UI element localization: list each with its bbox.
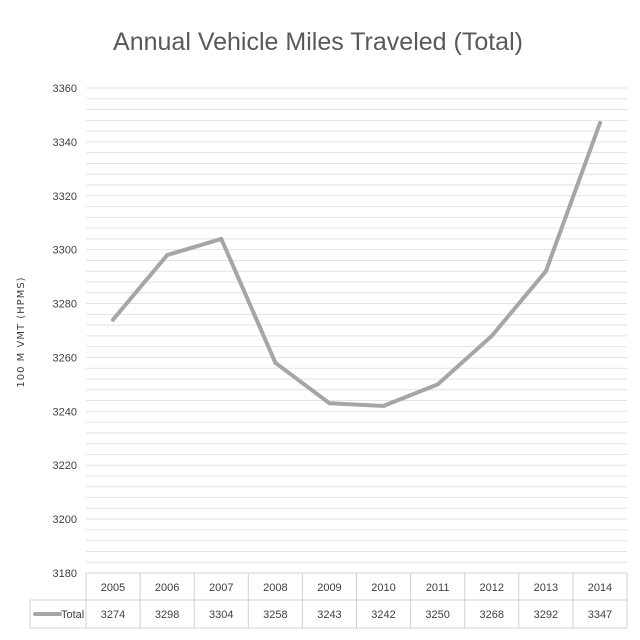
x-tick-label: 2009 — [317, 582, 341, 594]
x-tick-label: 2012 — [480, 582, 504, 594]
y-tick-label: 3340 — [53, 137, 77, 149]
y-tick-label: 3260 — [53, 352, 77, 364]
table-cell-value: 3298 — [155, 609, 179, 621]
data-point — [543, 269, 548, 274]
series-line-total — [111, 121, 602, 408]
x-tick-label: 2006 — [155, 582, 179, 594]
y-tick-label: 3240 — [53, 406, 77, 418]
table-cell-value: 3347 — [588, 609, 612, 621]
gridlines — [86, 87, 627, 563]
x-tick-label: 2007 — [209, 582, 233, 594]
y-tick-label: 3220 — [53, 460, 77, 472]
y-tick-label: 3180 — [53, 568, 77, 580]
x-tick-label: 2010 — [371, 582, 395, 594]
table-cell-value: 3292 — [534, 609, 558, 621]
data-point — [489, 333, 494, 338]
data-point — [327, 401, 332, 406]
x-tick-label: 2013 — [534, 582, 558, 594]
data-table: 2005 2006 2007 2008 2009 2010 2011 2012 2013 2014… — [29, 572, 628, 629]
x-tick-label: 2005 — [101, 582, 125, 594]
data-point — [435, 382, 440, 387]
data-point — [273, 360, 278, 365]
y-tick-label: 3360 — [53, 83, 77, 95]
x-tick-label: 2011 — [426, 582, 450, 594]
table-cell-value: 3242 — [371, 609, 395, 621]
chart-title: Annual Vehicle Miles Traveled (Total) — [113, 28, 523, 56]
y-tick-label: 3300 — [53, 245, 77, 257]
legend-label: Total — [61, 609, 84, 621]
data-point — [111, 317, 116, 322]
data-point — [219, 236, 224, 241]
y-tick-label: 3320 — [53, 191, 77, 203]
x-tick-label: 2014 — [588, 582, 612, 594]
x-tick-label: 2008 — [263, 582, 287, 594]
table-cell-value: 3304 — [209, 609, 233, 621]
table-cell-value: 3268 — [480, 609, 504, 621]
data-point — [165, 253, 170, 258]
y-tick-label: 3200 — [53, 514, 77, 526]
series-layer — [111, 121, 602, 408]
table-cell-value: 3258 — [263, 609, 287, 621]
table-cell-value: 3243 — [317, 609, 341, 621]
y-axis-ticks: 3360 3340 3320 3300 3280 3260 3240 3220 3200 3180 — [53, 83, 77, 580]
y-axis-label: 100 M VMT (HPMS) — [16, 276, 27, 387]
data-point — [597, 121, 602, 126]
data-point — [381, 403, 386, 408]
y-tick-label: 3280 — [53, 299, 77, 311]
table-cell-value: 3250 — [425, 609, 449, 621]
table-cell-value: 3274 — [101, 609, 125, 621]
